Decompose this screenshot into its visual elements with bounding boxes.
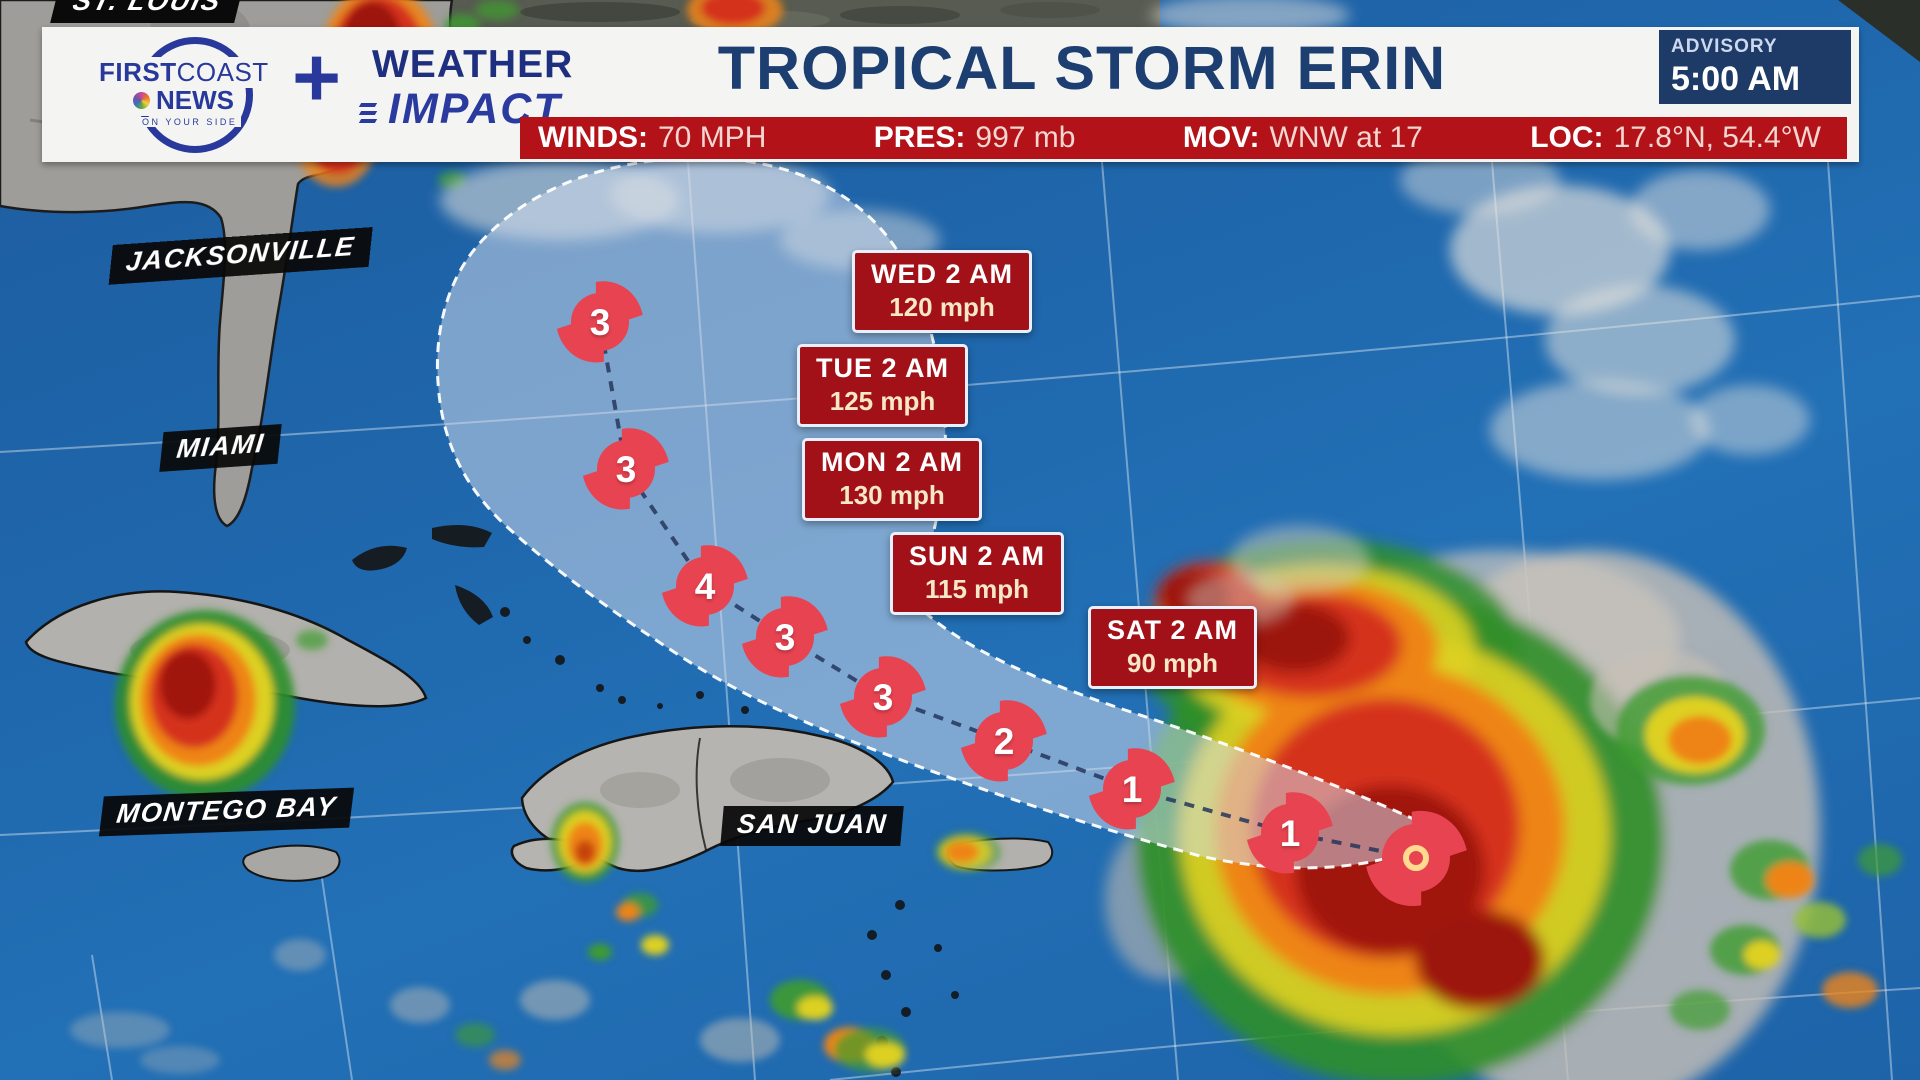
hurricane-icon-cat1: 1 (1089, 748, 1175, 830)
hurricane-icon-cat3-sun: 3 (742, 596, 828, 678)
current-storm-position-icon (1365, 810, 1467, 906)
brand-weather: WEATHER (372, 43, 574, 86)
advisory-time: 5:00 AM (1671, 60, 1801, 98)
stat-location: LOC: 17.8°N, 54.4°W (1530, 121, 1821, 155)
forecast-label-mon: MON 2 AM 130 mph (802, 438, 982, 521)
forecast-time: WED 2 AM (871, 259, 1013, 289)
cyclone-tails-icon (1089, 748, 1175, 830)
hurricane-icon-cat4-mon: 4 (662, 545, 748, 627)
storm-category: 3 (589, 301, 611, 343)
storm-category: 3 (774, 616, 796, 658)
logo-coast: COAST (176, 57, 269, 87)
hurricane-icon-cat3-wed: 3 (557, 281, 643, 363)
forecast-wind: 90 mph (1126, 648, 1219, 679)
forecast-wind: 120 mph (889, 292, 995, 323)
station-logo-firstcoast: FIRSTCOAST (94, 57, 274, 88)
stat-value: 70 MPH (657, 121, 767, 154)
stat-label: LOC: (1530, 121, 1604, 154)
speed-lines-icon (358, 99, 378, 127)
stat-value: 997 mb (975, 121, 1076, 154)
advisory-label: ADVISORY (1671, 36, 1778, 57)
forecast-label-tue: TUE 2 AM 125 mph (797, 344, 969, 427)
city-label-miami: MIAMI (159, 423, 282, 473)
cyclone-tails-icon (1365, 810, 1467, 906)
station-tagline: ON YOUR SIDE (138, 117, 242, 127)
cyclone-tails-icon (961, 700, 1047, 782)
forecast-label-wed: WED 2 AM 120 mph (852, 250, 1032, 333)
hurricane-icon-cat1b: 1 (1247, 792, 1333, 874)
hurricane-icon-cat3-sat: 3 (840, 656, 926, 738)
stat-label: PRES: (873, 121, 966, 154)
forecast-label-sun: SUN 2 AM 115 mph (890, 532, 1065, 615)
stat-value: 17.8°N, 54.4°W (1613, 121, 1821, 154)
network-peacock-icon (133, 92, 150, 109)
logo-news-text: NEWS (156, 85, 234, 115)
advisory-badge: ADVISORY 5:00 AM (1659, 30, 1851, 104)
storm-title: TROPICAL STORM ERIN (717, 34, 1447, 102)
forecast-wind: 125 mph (829, 386, 936, 417)
broadcast-header: FIRSTCOAST NEWS ON YOUR SIDE + WEATHER I… (42, 27, 1859, 162)
stat-label: WINDS: (538, 121, 648, 154)
stat-label: MOV: (1182, 121, 1260, 154)
cyclone-tails-icon (662, 545, 748, 627)
logo-first: FIRST (99, 57, 177, 87)
storm-category: 1 (1279, 812, 1301, 854)
storm-category: 2 (993, 720, 1015, 762)
city-label-san-juan: SAN JUAN (720, 806, 904, 846)
forecast-time: TUE 2 AM (816, 353, 950, 383)
cyclone-tails-icon (742, 596, 828, 678)
stat-value: WNW at 17 (1269, 121, 1423, 154)
stat-winds: WINDS: 70 MPH (538, 121, 766, 155)
hurricane-icon-cat3-tue: 3 (583, 428, 669, 510)
forecast-wind: 130 mph (839, 480, 945, 511)
cyclone-tails-icon (1247, 792, 1333, 874)
station-logo-news: NEWS (128, 85, 239, 116)
storm-category: 3 (872, 676, 894, 718)
cyclone-tails-icon (557, 281, 643, 363)
forecast-time: SAT 2 AM (1107, 615, 1239, 645)
islands-lesser-antilles (867, 900, 959, 1077)
forecast-cone (435, 156, 1452, 870)
cyclone-tails-icon (840, 656, 926, 738)
storm-stats-bar: WINDS: 70 MPH PRES: 997 mb MOV: WNW at 1… (520, 117, 1847, 159)
city-label-st-louis: ST. LOUIS (50, 0, 244, 23)
corner-land-wedge (1838, 0, 1920, 62)
forecast-time: SUN 2 AM (909, 541, 1046, 571)
forecast-time: MON 2 AM (821, 447, 963, 477)
stat-pressure: PRES: 997 mb (874, 121, 1076, 155)
forecast-wind: 115 mph (924, 574, 1030, 605)
storm-category: 1 (1121, 768, 1143, 810)
cyclone-tails-icon (583, 428, 669, 510)
islands-bahamas (352, 524, 885, 714)
hurricane-icon-cat2: 2 (961, 700, 1047, 782)
storm-category: 3 (615, 448, 637, 490)
storm-category: 4 (694, 565, 716, 607)
storm-center-icon (1403, 845, 1429, 871)
forecast-label-sat: SAT 2 AM 90 mph (1088, 606, 1258, 689)
land-jamaica (242, 844, 341, 882)
plus-icon: + (292, 30, 342, 124)
stat-movement: MOV: WNW at 17 (1183, 121, 1423, 155)
